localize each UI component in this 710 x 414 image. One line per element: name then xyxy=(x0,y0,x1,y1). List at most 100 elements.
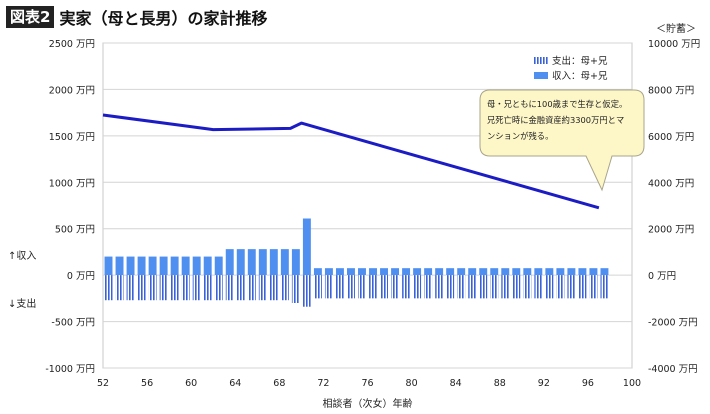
annotation-text-line: ンションが残る。 xyxy=(487,131,553,141)
income-bar xyxy=(578,268,587,276)
income-bar xyxy=(247,249,256,276)
y-tick-right: 2000 万円 xyxy=(648,225,694,236)
annotation-text-line: 兄死亡時に金融資産約3300万円とマ xyxy=(487,115,624,125)
expense-bar xyxy=(126,275,135,301)
income-bar xyxy=(446,268,455,276)
y-tick-left: 1500 万円 xyxy=(49,132,95,143)
y-tick-left: 1000 万円 xyxy=(49,178,95,189)
expense-bar xyxy=(302,275,311,307)
expense-bar xyxy=(457,275,466,299)
y-tick-left: -1000 万円 xyxy=(45,364,95,375)
expense-bar xyxy=(159,275,168,301)
income-bar xyxy=(214,256,223,276)
income-bar xyxy=(556,268,565,276)
expense-bar xyxy=(479,275,488,299)
y-tick-right: 6000 万円 xyxy=(648,132,694,143)
income-bar xyxy=(313,268,322,276)
y-tick-left: 2000 万円 xyxy=(49,85,95,96)
income-bar xyxy=(159,256,168,276)
income-bar xyxy=(369,268,377,276)
income-bar xyxy=(192,256,201,276)
income-bar xyxy=(291,249,300,276)
expense-bar xyxy=(181,275,190,301)
expense-bar xyxy=(335,275,344,299)
expense-bar xyxy=(468,275,477,299)
title-bar: 図表2 実家（母と長男）の家計推移 xyxy=(6,5,267,29)
y-tick-right: -2000 万円 xyxy=(648,318,698,329)
expense-bar xyxy=(347,275,355,299)
y-tick-left: 500 万円 xyxy=(55,225,95,236)
income-bar xyxy=(435,268,444,276)
expense-side-label: ↓支出 xyxy=(8,297,36,310)
expense-bar xyxy=(137,275,146,301)
income-bar xyxy=(600,268,609,276)
expense-bar xyxy=(391,275,400,299)
expense-bar xyxy=(269,275,278,301)
expense-bar xyxy=(402,275,411,299)
expense-bar xyxy=(446,275,455,299)
x-tick: 72 xyxy=(317,378,329,389)
x-tick: 76 xyxy=(361,378,373,389)
expense-bar xyxy=(247,275,256,301)
income-bar xyxy=(501,268,510,276)
income-bar xyxy=(280,249,289,276)
legend-expense-label: 支出：母+兄 xyxy=(552,55,608,67)
expense-bar xyxy=(589,275,598,299)
figure-label: 図表2 xyxy=(6,6,55,28)
x-tick: 84 xyxy=(450,378,462,389)
income-bar xyxy=(236,249,245,276)
income-bar xyxy=(413,268,422,276)
legend-income-swatch xyxy=(534,72,548,79)
expense-bar xyxy=(280,275,289,301)
x-tick: 56 xyxy=(141,378,153,389)
x-tick: 100 xyxy=(623,378,641,389)
savings-line xyxy=(102,113,600,210)
income-bar xyxy=(424,268,433,276)
income-bar xyxy=(324,268,333,276)
legend-expense-swatch xyxy=(534,57,548,64)
expense-bar xyxy=(214,275,223,301)
income-bar xyxy=(137,256,146,276)
income-bar xyxy=(358,268,366,276)
expense-bar xyxy=(380,275,388,299)
expense-bar xyxy=(490,275,499,299)
expense-bar xyxy=(148,275,157,301)
y-tick-right: 4000 万円 xyxy=(648,178,694,189)
y-tick-right: 0 万円 xyxy=(648,271,676,282)
income-bar xyxy=(269,249,278,276)
income-bar xyxy=(335,268,344,276)
income-bar xyxy=(380,268,388,276)
expense-bar xyxy=(512,275,521,299)
expense-bar xyxy=(534,275,543,299)
annotation-bubble xyxy=(479,89,645,192)
income-bar xyxy=(115,256,124,276)
income-bar xyxy=(457,268,466,276)
income-side-label: ↑収入 xyxy=(8,250,36,262)
figure-title: 実家（母と長男）の家計推移 xyxy=(59,9,268,28)
x-tick: 64 xyxy=(229,378,241,389)
expense-bar xyxy=(413,275,422,299)
income-bar xyxy=(402,268,411,276)
income-bar xyxy=(347,268,355,276)
annotation-callout: 母・兄ともに100歳まで生存と仮定。兄死亡時に金融資産約3300万円とマンション… xyxy=(479,89,645,192)
y-tick-left: 2500 万円 xyxy=(49,39,95,50)
income-bar xyxy=(126,256,135,276)
expense-bar xyxy=(170,275,179,301)
expense-bar xyxy=(369,275,377,299)
expense-bar xyxy=(435,275,444,299)
expense-bar xyxy=(578,275,587,299)
income-bar xyxy=(545,268,554,276)
income-bar xyxy=(523,268,532,276)
expense-bar xyxy=(567,275,576,299)
x-tick: 92 xyxy=(538,378,550,389)
legend-income-label: 収入：母+兄 xyxy=(552,70,608,82)
income-bar xyxy=(170,256,179,276)
right-axis-label: ＜貯蓄＞ xyxy=(656,23,696,35)
income-bar xyxy=(148,256,157,276)
legend: 支出：母+兄収入：母+兄 xyxy=(534,55,608,82)
income-bar xyxy=(512,268,521,276)
expense-bar xyxy=(258,275,267,301)
y-tick-right: 8000 万円 xyxy=(648,85,694,96)
y-tick-right: 10000 万円 xyxy=(648,39,700,50)
